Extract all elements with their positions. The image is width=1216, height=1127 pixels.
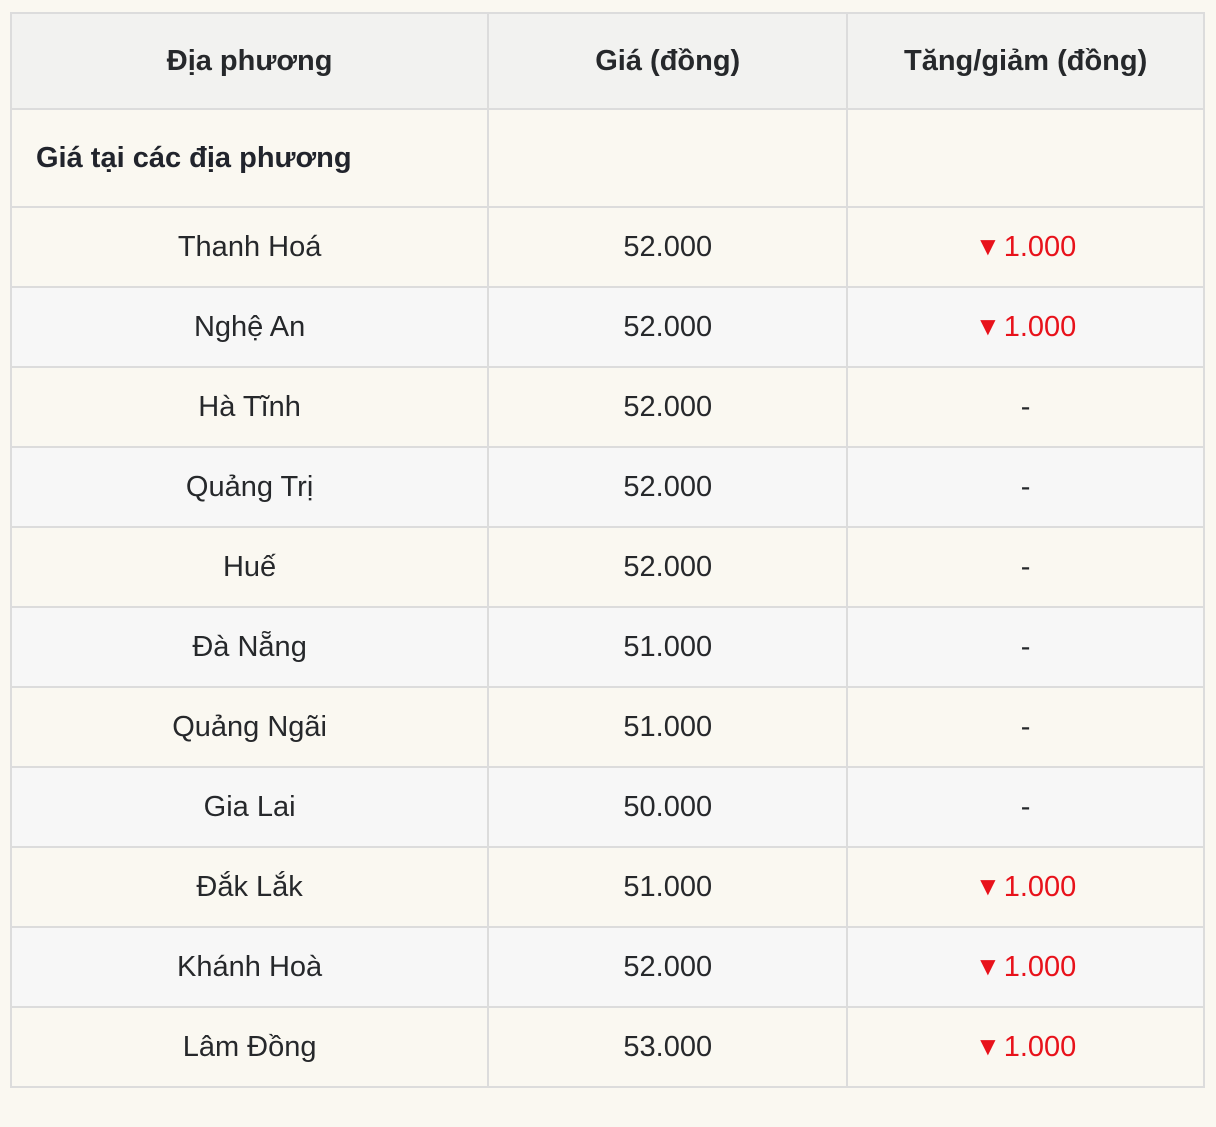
table-row: Quảng Trị 52.000 - [9, 446, 1205, 528]
table-row: Đắk Lắk 51.000 ▼ 1.000 [9, 846, 1205, 928]
price-cell: 50.000 [487, 766, 849, 848]
change-value: 1.000 [1003, 230, 1077, 263]
table-row: Gia Lai 50.000 - [9, 766, 1205, 848]
change-value: - [1020, 710, 1031, 743]
location-cell: Đắk Lắk [9, 846, 490, 928]
change-cell: - [846, 606, 1205, 688]
location-cell: Quảng Ngãi [9, 686, 490, 768]
change-value: - [1020, 470, 1031, 503]
change-cell: - [846, 446, 1205, 528]
decrease-arrow-icon: ▼ [974, 310, 1001, 341]
change-value: 1.000 [1003, 310, 1077, 343]
change-cell: ▼ 1.000 [846, 286, 1205, 368]
table-row: Lâm Đồng 53.000 ▼ 1.000 [9, 1006, 1205, 1088]
location-cell: Khánh Hoà [9, 926, 490, 1008]
location-cell: Đà Nẵng [9, 606, 490, 688]
section-title: Giá tại các địa phương [9, 108, 490, 208]
section-empty-price-cell [487, 108, 849, 208]
table-row: Khánh Hoà 52.000 ▼ 1.000 [9, 926, 1205, 1008]
section-empty-change-cell [846, 108, 1205, 208]
price-cell: 52.000 [487, 446, 849, 528]
location-cell: Nghệ An [9, 286, 490, 368]
table-row: Quảng Ngãi 51.000 - [9, 686, 1205, 768]
decrease-arrow-icon: ▼ [974, 950, 1001, 981]
price-cell: 52.000 [487, 286, 849, 368]
change-cell: - [846, 686, 1205, 768]
change-value: 1.000 [1003, 1030, 1077, 1063]
column-header-location: Địa phương [9, 12, 490, 110]
change-cell: - [846, 526, 1205, 608]
change-cell: - [846, 366, 1205, 448]
decrease-arrow-icon: ▼ [974, 870, 1001, 901]
location-cell: Hà Tĩnh [9, 366, 490, 448]
price-cell: 52.000 [487, 206, 849, 288]
change-cell: - [846, 766, 1205, 848]
price-cell: 52.000 [487, 366, 849, 448]
price-cell: 51.000 [487, 606, 849, 688]
section-row: Giá tại các địa phương [9, 108, 1205, 208]
price-cell: 51.000 [487, 846, 849, 928]
change-cell: ▼ 1.000 [846, 206, 1205, 288]
table-row: Thanh Hoá 52.000 ▼ 1.000 [9, 206, 1205, 288]
column-header-price: Giá (đồng) [487, 12, 849, 110]
price-table: Địa phương Giá (đồng) Tăng/giảm (đồng) G… [9, 12, 1205, 1088]
price-cell: 52.000 [487, 926, 849, 1008]
table-row: Nghệ An 52.000 ▼ 1.000 [9, 286, 1205, 368]
location-cell: Thanh Hoá [9, 206, 490, 288]
table-row: Huế 52.000 - [9, 526, 1205, 608]
location-cell: Quảng Trị [9, 446, 490, 528]
price-cell: 52.000 [487, 526, 849, 608]
location-cell: Gia Lai [9, 766, 490, 848]
change-cell: ▼ 1.000 [846, 926, 1205, 1008]
table-row: Đà Nẵng 51.000 - [9, 606, 1205, 688]
change-value: - [1020, 390, 1031, 423]
price-cell: 53.000 [487, 1006, 849, 1088]
location-cell: Huế [9, 526, 490, 608]
price-cell: 51.000 [487, 686, 849, 768]
change-value: 1.000 [1003, 950, 1077, 983]
location-cell: Lâm Đồng [9, 1006, 490, 1088]
decrease-arrow-icon: ▼ [974, 230, 1001, 261]
change-value: - [1020, 630, 1031, 663]
change-cell: ▼ 1.000 [846, 1006, 1205, 1088]
change-value: - [1020, 550, 1031, 583]
change-value: - [1020, 790, 1031, 823]
change-value: 1.000 [1003, 870, 1077, 903]
table-header-row: Địa phương Giá (đồng) Tăng/giảm (đồng) [9, 12, 1205, 110]
change-cell: ▼ 1.000 [846, 846, 1205, 928]
table-row: Hà Tĩnh 52.000 - [9, 366, 1205, 448]
column-header-change: Tăng/giảm (đồng) [846, 12, 1205, 110]
decrease-arrow-icon: ▼ [974, 1030, 1001, 1061]
